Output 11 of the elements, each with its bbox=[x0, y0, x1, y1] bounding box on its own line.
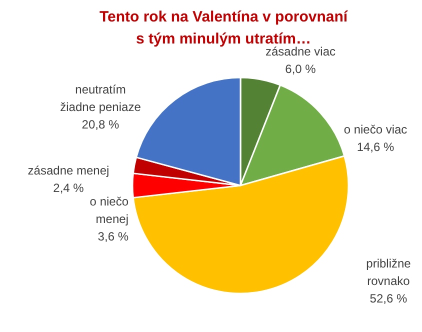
slice-label: neutratím žiadne peniaze bbox=[60, 82, 142, 114]
slice-label: o niečo menej bbox=[90, 194, 129, 226]
slice-label: zásadne menej bbox=[28, 164, 110, 178]
slice-label: približne rovnako bbox=[366, 256, 412, 288]
data-label: 2,4 % bbox=[53, 181, 84, 195]
data-label: 20,8 % bbox=[82, 118, 120, 132]
data-label: 3,6 % bbox=[98, 230, 129, 244]
slice-label: o niečo viac bbox=[344, 122, 408, 136]
data-label: 6,0 % bbox=[285, 62, 316, 76]
data-label: 14,6 % bbox=[356, 140, 395, 154]
data-label: 52,6 % bbox=[370, 292, 408, 306]
